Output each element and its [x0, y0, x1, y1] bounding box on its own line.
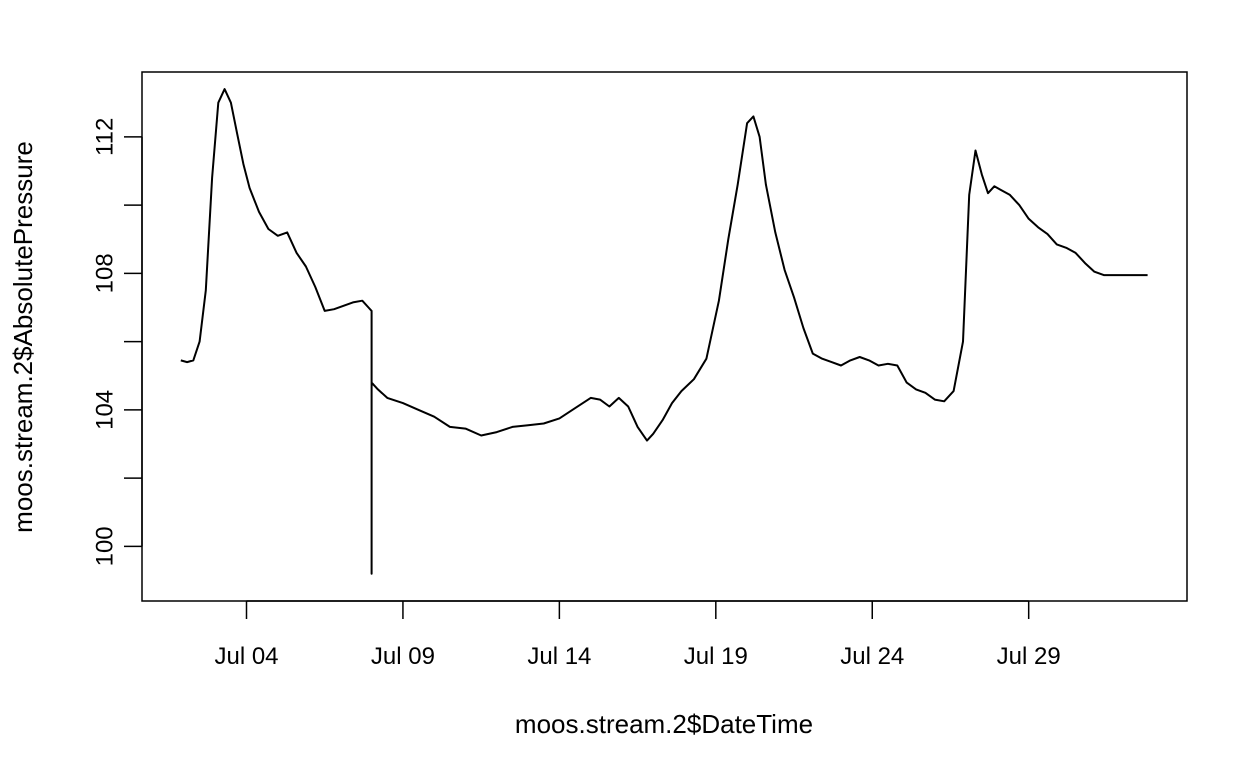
x-tick-label: Jul 29 — [997, 643, 1061, 670]
plot-frame — [141, 71, 1188, 602]
x-tick-label: Jul 19 — [684, 643, 748, 670]
x-axis-label: moos.stream.2$DateTime — [515, 709, 813, 739]
y-tick-label: 104 — [91, 390, 118, 430]
y-axis-label: moos.stream.2$AbsolutePressure — [8, 141, 38, 533]
y-tick-label: 112 — [91, 118, 118, 156]
x-tick-label: Jul 04 — [214, 643, 278, 670]
x-tick-label: Jul 09 — [371, 643, 435, 670]
x-tick-label: Jul 14 — [527, 643, 591, 670]
x-axis: Jul 04 Jul 09 Jul 14 Jul 19 Jul 24 Jul 29 — [214, 600, 1061, 670]
y-tick-label: 108 — [91, 253, 118, 293]
x-tick-label: Jul 24 — [840, 643, 904, 670]
y-axis: 100 104 108 112 — [91, 118, 143, 566]
y-tick-label: 100 — [91, 526, 118, 566]
absolute-pressure-line — [180, 88, 1148, 575]
